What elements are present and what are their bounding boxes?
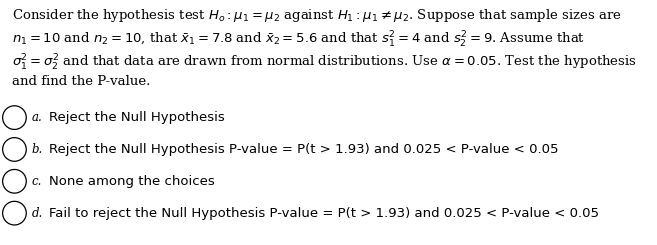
Text: None among the choices: None among the choices (49, 175, 215, 188)
Text: Consider the hypothesis test $H_o: \mu_1 = \mu_2$ against $H_1: \mu_1 \neq \mu_2: Consider the hypothesis test $H_o: \mu_1… (12, 7, 622, 24)
Text: d.: d. (32, 207, 43, 220)
Text: $n_1 = 10$ and $n_2 = 10$, that $\bar{x}_1 = 7.8$ and $\bar{x}_2 = 5.6$ and that: $n_1 = 10$ and $n_2 = 10$, that $\bar{x}… (12, 30, 585, 50)
Text: Fail to reject the Null Hypothesis P-value = P(t > 1.93) and 0.025 < P-value < 0: Fail to reject the Null Hypothesis P-val… (49, 207, 599, 220)
Text: Reject the Null Hypothesis: Reject the Null Hypothesis (49, 111, 225, 124)
Text: a.: a. (32, 111, 42, 124)
Text: and find the P-value.: and find the P-value. (12, 75, 150, 88)
Text: c.: c. (32, 175, 42, 188)
Text: $\sigma_1^2 = \sigma_2^2$ and that data are drawn from normal distributions. Use: $\sigma_1^2 = \sigma_2^2$ and that data … (12, 52, 637, 73)
Text: b.: b. (32, 143, 43, 156)
Text: Reject the Null Hypothesis P-value = P(t > 1.93) and 0.025 < P-value < 0.05: Reject the Null Hypothesis P-value = P(t… (49, 143, 558, 156)
